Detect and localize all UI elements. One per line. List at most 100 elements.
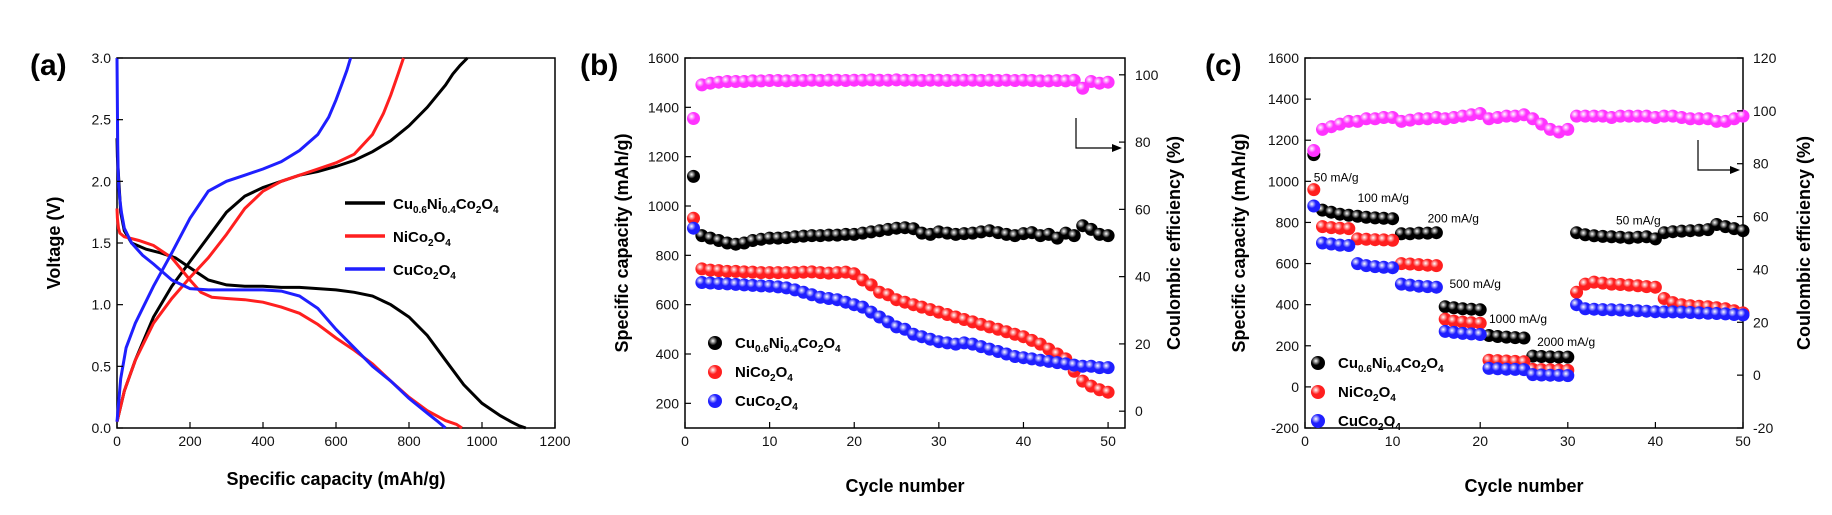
capacity-point	[1473, 328, 1487, 341]
y-tick-label: 40	[1753, 261, 1769, 277]
panel-label-a: (a)	[30, 49, 67, 82]
x-tick-label: 30	[1560, 433, 1576, 449]
y-tick-label: 1000	[648, 198, 679, 214]
legend-label: Cu0.6Ni0.4Co2O4	[1338, 355, 1444, 375]
y-tick-label: 1.5	[92, 235, 112, 251]
rate-label: 200 mA/g	[1428, 211, 1479, 225]
capacity-point	[1307, 199, 1321, 213]
x-axis-title-a: Specific capacity (mAh/g)	[226, 469, 445, 489]
x-ticks-a: 0 200 400 600 800 1000 1200	[113, 422, 571, 449]
capacity-point	[687, 169, 700, 183]
legend-a: Cu0.6Ni0.4Co2O4 NiCo2O4 CuCo2O4	[345, 196, 499, 282]
efficiency-point	[1067, 73, 1081, 87]
rate-label: 100 mA/g	[1358, 191, 1409, 205]
legend-b: Cu0.6Ni0.4Co2O4 NiCo2O4 CuCo2O4	[708, 335, 841, 413]
legend-label: NiCo2O4	[1338, 384, 1396, 404]
capacity-point	[1517, 331, 1531, 345]
capacity-point	[1342, 239, 1356, 252]
points-c	[1307, 107, 1750, 383]
y2-ticks-b: 0 20 40 60 80 100	[1119, 67, 1159, 419]
x-tick-label: 40	[1648, 433, 1664, 449]
x-tick-label: 400	[251, 433, 275, 449]
panel-b: 0 10 20 30 40 50 2004006008001000120014001600…	[580, 49, 1184, 496]
capacity-point	[1386, 233, 1400, 247]
legend-label: CuCo2O4	[1338, 413, 1401, 433]
plot-area-a	[116, 57, 556, 429]
legend-marker	[708, 336, 722, 350]
y-tick-label: 600	[1276, 256, 1300, 272]
capacity-point	[1570, 285, 1584, 299]
y-tick-label: 400	[656, 346, 680, 362]
efficiency-point	[687, 112, 700, 125]
y-ticks-a: 0.0 0.5 1.0 1.5 2.0 2.5 3.0	[92, 50, 123, 436]
y-tick-label: 80	[1753, 156, 1769, 172]
capacity-point	[1429, 226, 1443, 240]
rate-label: 50 mA/g	[1616, 214, 1661, 228]
y-tick-label: 0	[1135, 403, 1143, 419]
y-tick-label: 0	[1291, 379, 1299, 395]
capacity-point	[1736, 308, 1750, 322]
capacity-point	[1648, 280, 1662, 294]
x-axis-title-c: Cycle number	[1464, 476, 1583, 496]
panel-label-c: (c)	[1205, 49, 1242, 82]
efficiency-axis-arrow-c	[1697, 140, 1730, 171]
efficiency-point	[1736, 109, 1750, 123]
x-tick-label: 40	[1016, 433, 1032, 449]
capacity-point	[1429, 259, 1443, 273]
legend-marker	[1311, 414, 1325, 428]
y-tick-label: 40	[1135, 269, 1151, 285]
y-tick-label: 2.0	[92, 173, 112, 189]
capacity-point	[1473, 316, 1487, 330]
y-tick-label: -20	[1753, 420, 1773, 436]
x-tick-label: 0	[113, 433, 121, 449]
legend-label: Cu0.6Ni0.4Co2O4	[735, 335, 841, 355]
legend-label: NiCo2O4	[393, 229, 451, 249]
y-axis-title-b: Specific capacity (mAh/g)	[612, 133, 632, 352]
x-tick-label: 0	[681, 433, 689, 449]
y-tick-label: 60	[1753, 209, 1769, 225]
capacity-point	[1342, 222, 1356, 236]
y-tick-label: 0	[1753, 367, 1761, 383]
plot-area-c	[1304, 57, 1744, 429]
points-b	[687, 73, 1115, 399]
plot-area-b	[684, 57, 1126, 429]
y-tick-label: 0.0	[92, 420, 112, 436]
y-tick-label: 1.0	[92, 297, 112, 313]
y-tick-label: 20	[1135, 336, 1151, 352]
y-tick-label: 200	[1276, 338, 1300, 354]
y-tick-label: 60	[1135, 201, 1151, 217]
rate-label: 2000 mA/g	[1537, 335, 1595, 349]
x-tick-label: 50	[1735, 433, 1751, 449]
efficiency-axis-arrow-b	[1075, 118, 1112, 149]
rate-labels-c: 50 mA/g 100 mA/g 200 mA/g 500 mA/g 1000 mA/g…	[1314, 170, 1661, 348]
y2-axis-title-c: Coulombic efficiency (%)	[1794, 136, 1814, 350]
efficiency-point	[1561, 122, 1575, 136]
y-tick-label: 1000	[1268, 173, 1299, 189]
capacity-point	[1101, 361, 1115, 375]
x-tick-label: 200	[178, 433, 202, 449]
y-ticks-c: -200 0 200 400 600 800 1000 1200 1400 1600	[1268, 50, 1311, 436]
x-tick-label: 20	[1472, 433, 1488, 449]
y-tick-label: 1400	[1268, 91, 1299, 107]
y-tick-label: 1600	[1268, 50, 1299, 66]
y-tick-label: 200	[656, 395, 680, 411]
y-axis-title-a: Voltage (V)	[44, 197, 64, 290]
y2-ticks-c: -20 0 20 40 60 80 100 120	[1737, 50, 1777, 436]
x-tick-label: 50	[1100, 433, 1116, 449]
y-tick-label: -200	[1271, 420, 1299, 436]
voltage-curve	[115, 57, 447, 430]
x-ticks-c: 0 10 20 30 40 50	[1301, 422, 1751, 449]
panel-c: 0 10 20 30 40 50 -200020040060080010001200140…	[1205, 49, 1814, 496]
capacity-point	[1101, 229, 1115, 243]
panel-label-b: (b)	[580, 49, 618, 82]
y-ticks-b: 200 400 600 800 1000 1200 1400 1600	[648, 50, 691, 411]
arrow-head-b	[1112, 144, 1122, 152]
y-tick-label: 1600	[648, 50, 679, 66]
y-tick-label: 600	[656, 297, 680, 313]
x-tick-label: 1000	[466, 433, 497, 449]
x-axis-title-b: Cycle number	[845, 476, 964, 496]
y-tick-label: 100	[1135, 67, 1159, 83]
legend-marker	[708, 394, 722, 408]
capacity-point	[1473, 303, 1487, 317]
legend-label: CuCo2O4	[735, 393, 798, 413]
